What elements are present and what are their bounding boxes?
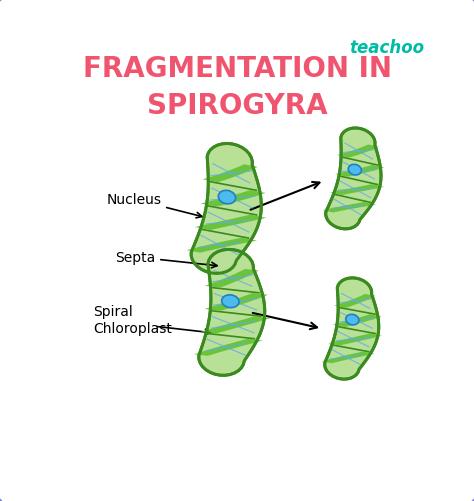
Ellipse shape: [219, 191, 236, 204]
Polygon shape: [325, 278, 379, 379]
Ellipse shape: [222, 295, 239, 308]
Polygon shape: [195, 215, 266, 230]
Polygon shape: [335, 165, 384, 177]
Polygon shape: [194, 339, 263, 356]
Polygon shape: [201, 191, 266, 207]
Ellipse shape: [348, 165, 361, 176]
Text: teachoo: teachoo: [349, 39, 425, 57]
Ellipse shape: [346, 315, 359, 325]
Polygon shape: [326, 129, 381, 229]
Text: Septa: Septa: [115, 250, 217, 269]
Polygon shape: [334, 294, 375, 308]
Polygon shape: [322, 352, 375, 364]
Polygon shape: [330, 185, 384, 195]
Text: SPIROGYRA: SPIROGYRA: [146, 92, 328, 119]
Text: FRAGMENTATION IN: FRAGMENTATION IN: [82, 55, 392, 83]
Polygon shape: [201, 317, 270, 334]
Polygon shape: [337, 145, 379, 158]
Polygon shape: [191, 144, 261, 274]
Polygon shape: [205, 270, 259, 288]
Polygon shape: [202, 165, 258, 183]
Polygon shape: [187, 238, 257, 253]
Text: Spiral
Chloroplast: Spiral Chloroplast: [93, 304, 172, 335]
Polygon shape: [199, 250, 265, 376]
Polygon shape: [328, 334, 382, 346]
Polygon shape: [204, 294, 268, 311]
Polygon shape: [333, 315, 382, 327]
Text: Nucleus: Nucleus: [106, 193, 202, 218]
Polygon shape: [323, 202, 376, 213]
